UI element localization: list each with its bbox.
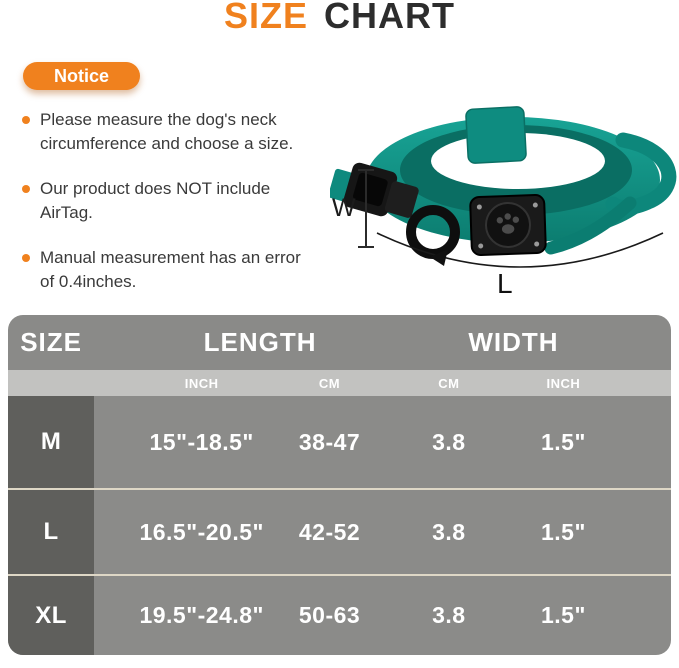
subheader-width-inch: INCH <box>546 375 581 391</box>
width-measure-bracket <box>358 169 374 248</box>
length-inch-value: 19.5"-24.8" <box>139 602 264 628</box>
width-cm-value: 3.8 <box>432 602 466 628</box>
title-chart-word: CHART <box>324 0 455 36</box>
notice-text: Our product does NOT include AirTag. <box>40 179 271 222</box>
notice-list: Please measure the dog's neck circumfere… <box>22 108 314 315</box>
width-label: W <box>332 194 356 222</box>
bullet-icon <box>22 254 30 262</box>
col-header-width: WIDTH <box>468 327 559 357</box>
col-header-length: LENGTH <box>203 327 317 357</box>
paw-icon <box>496 213 520 234</box>
subheader-length-inch: INCH <box>184 375 219 391</box>
width-inch-value: 1.5" <box>540 428 586 455</box>
length-inch-value: 16.5"-20.5" <box>139 518 264 545</box>
subheader-width-cm: CM <box>438 375 460 391</box>
velcro-flap <box>465 106 527 164</box>
title-size-word: SIZE <box>223 0 308 36</box>
collar-illustration: W L <box>330 106 677 295</box>
bullet-icon <box>22 116 30 124</box>
length-cm-value: 38-47 <box>298 428 361 455</box>
size-value: XL <box>8 576 95 655</box>
list-item: Please measure the dog's neck circumfere… <box>22 108 314 156</box>
list-item: Our product does NOT include AirTag. <box>22 177 314 225</box>
width-cm-value: 3.8 <box>432 428 466 455</box>
length-cm-value: 42-52 <box>298 518 361 545</box>
table-subheader-row: INCH CM CM INCH <box>8 370 671 396</box>
notice-text: Manual measurement has an error of 0.4in… <box>40 248 301 291</box>
subheader-length-cm: CM <box>318 375 341 391</box>
notice-text: Please measure the dog's neck circumfere… <box>40 110 294 153</box>
length-label: L <box>497 268 513 295</box>
length-measure-arc <box>376 232 664 268</box>
col-header-size: SIZE <box>20 327 82 357</box>
size-value: M <box>8 396 95 488</box>
table-row: M 15"-18.5" 38-47 3.8 1.5" <box>8 396 671 488</box>
notice-badge: Notice <box>23 62 140 90</box>
arrowhead-icon <box>430 249 448 266</box>
table-row: L 16.5"-20.5" 42-52 3.8 1.5" <box>8 488 671 574</box>
width-inch-value: 1.5" <box>540 518 586 545</box>
list-item: Manual measurement has an error of 0.4in… <box>22 246 314 294</box>
length-inch-value: 15"-18.5" <box>149 428 254 455</box>
buckle <box>330 162 419 218</box>
airtag-case <box>469 194 547 256</box>
bullet-icon <box>22 185 30 193</box>
size-table: SIZE LENGTH WIDTH INCH CM CM INCH M 15"-… <box>8 315 671 655</box>
size-value: L <box>8 490 95 574</box>
page-title: SIZE CHART <box>0 0 679 36</box>
length-cm-value: 50-63 <box>298 602 361 628</box>
width-inch-value: 1.5" <box>540 602 586 628</box>
width-cm-value: 3.8 <box>432 518 466 545</box>
table-header-row: SIZE LENGTH WIDTH <box>8 315 671 370</box>
table-row: XL 19.5"-24.8" 50-63 3.8 1.5" <box>8 574 671 655</box>
handle-strap <box>544 196 637 255</box>
